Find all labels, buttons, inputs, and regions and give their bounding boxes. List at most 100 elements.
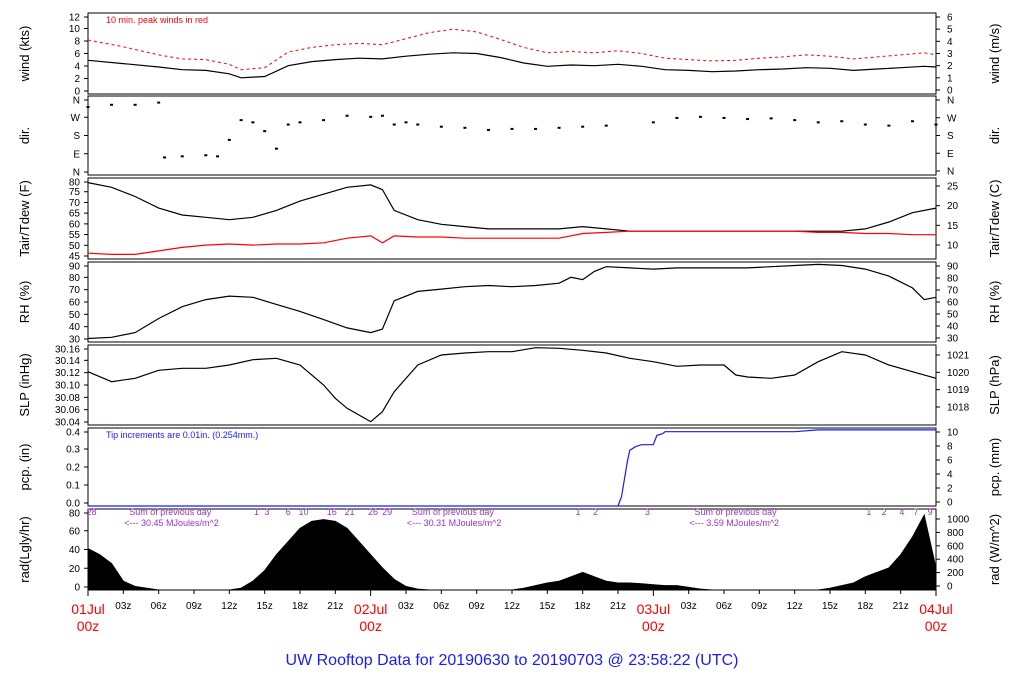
direction-point bbox=[216, 155, 220, 158]
left-tick-label: 30 bbox=[69, 335, 81, 346]
direction-point bbox=[793, 119, 797, 122]
left-tick-label: 80 bbox=[69, 273, 81, 284]
direction-point bbox=[380, 114, 384, 117]
direction-point bbox=[369, 115, 373, 118]
sunshine-hour-label: 10 bbox=[299, 507, 309, 517]
left-tick-label: 40 bbox=[69, 545, 81, 556]
direction-point bbox=[298, 121, 302, 124]
sunshine-hour-label: 16 bbox=[327, 507, 337, 517]
left-tick-label: 0.3 bbox=[66, 445, 80, 456]
series-line-peak bbox=[87, 28, 937, 71]
hour-tick-label: 21z bbox=[327, 601, 343, 612]
left-tick-label: 0.4 bbox=[66, 428, 80, 439]
right-axis-label: wind (m/s) bbox=[987, 24, 1002, 85]
radiation-area bbox=[87, 513, 937, 591]
left-tick-label: 8 bbox=[74, 37, 80, 48]
sunshine-hour-label: 28 bbox=[87, 507, 97, 517]
left-tick-label: 30.14 bbox=[55, 356, 80, 367]
day-date-label: 03Jul bbox=[637, 601, 670, 617]
right-tick-label: 4 bbox=[947, 470, 953, 481]
left-axis-label: RH (%) bbox=[17, 281, 32, 324]
direction-point bbox=[534, 127, 538, 130]
right-tick-label: 1018 bbox=[947, 403, 970, 414]
left-tick-label: 80 bbox=[69, 509, 81, 520]
left-axis-label: pcp. (in) bbox=[17, 444, 32, 491]
direction-point bbox=[863, 123, 867, 126]
left-tick-label: 12 bbox=[69, 13, 81, 24]
right-tick-label: N bbox=[947, 167, 954, 178]
series-line-wind bbox=[87, 52, 937, 79]
left-axis-label: dir. bbox=[17, 127, 32, 144]
time-axis: 03z 06z 09z 12z 15z 18z 21z 03z 06z 09z 12z 15z 18z 2… bbox=[71, 590, 953, 634]
daily-sum-label: Sum of previous day bbox=[412, 507, 495, 517]
direction-point bbox=[404, 121, 408, 124]
left-tick-label: 4 bbox=[74, 62, 80, 73]
left-tick-label: 90 bbox=[69, 262, 81, 273]
right-tick-label: 600 bbox=[947, 541, 964, 552]
right-tick-label: 1 bbox=[947, 73, 953, 84]
left-tick-label: 2 bbox=[74, 74, 80, 85]
right-axis-label: RH (%) bbox=[987, 281, 1002, 324]
direction-point bbox=[392, 123, 396, 126]
right-axis-label: Tair/Tdew (C) bbox=[987, 179, 1002, 257]
direction-point bbox=[510, 127, 514, 130]
series-line-precipitation bbox=[88, 429, 936, 507]
right-tick-label: 1020 bbox=[947, 368, 970, 379]
panel-frame bbox=[87, 177, 937, 260]
right-tick-label: 25 bbox=[947, 182, 959, 193]
hour-tick-label: 09z bbox=[186, 601, 202, 612]
left-tick-label: 60 bbox=[69, 219, 81, 230]
series-line-SLP bbox=[87, 347, 937, 423]
sunshine-hour-label: 3 bbox=[645, 507, 650, 517]
hour-tick-label: 12z bbox=[787, 601, 803, 612]
direction-point bbox=[816, 121, 820, 124]
hour-tick-label: 12z bbox=[221, 601, 237, 612]
sunshine-hour-label: 26 bbox=[368, 507, 378, 517]
left-tick-label: 50 bbox=[69, 241, 81, 252]
left-axis-label: wind (kts) bbox=[17, 26, 32, 83]
left-tick-label: 20 bbox=[69, 564, 81, 575]
left-tick-label: 0 bbox=[74, 87, 80, 98]
direction-point bbox=[910, 120, 914, 123]
hour-tick-label: 06z bbox=[716, 601, 732, 612]
direction-point bbox=[651, 121, 655, 124]
direction-point bbox=[675, 116, 679, 119]
right-tick-label: 10 bbox=[947, 241, 959, 252]
right-tick-label: E bbox=[947, 149, 954, 160]
sunshine-hour-label: 1 bbox=[575, 507, 580, 517]
right-tick-label: 70 bbox=[947, 286, 959, 297]
right-tick-label: 1000 bbox=[947, 515, 970, 526]
series-line-Tair bbox=[87, 182, 937, 232]
left-tick-label: 30.06 bbox=[55, 405, 80, 416]
direction-point bbox=[463, 126, 467, 129]
direction-point bbox=[416, 123, 420, 126]
hour-tick-label: 03z bbox=[115, 601, 131, 612]
direction-point bbox=[204, 154, 208, 157]
direction-point bbox=[345, 114, 349, 117]
direction-point bbox=[604, 124, 608, 127]
direction-point bbox=[439, 125, 443, 128]
left-tick-label: 55 bbox=[69, 230, 81, 241]
panel-annotation: 10 min. peak winds in red bbox=[106, 15, 208, 25]
direction-point bbox=[769, 117, 773, 120]
right-tick-label: 6 bbox=[947, 456, 953, 467]
right-tick-label: 8 bbox=[947, 442, 953, 453]
right-tick-label: W bbox=[947, 113, 957, 124]
right-tick-label: 2 bbox=[947, 61, 953, 72]
left-tick-label: 30.12 bbox=[55, 368, 80, 379]
right-tick-label: S bbox=[947, 131, 954, 142]
direction-point bbox=[840, 120, 844, 123]
hour-tick-label: 18z bbox=[575, 601, 591, 612]
day-time-label: 00z bbox=[642, 618, 665, 634]
direction-point bbox=[227, 138, 231, 141]
panel-frame bbox=[87, 95, 937, 176]
direction-point bbox=[251, 121, 255, 124]
right-tick-label: 2 bbox=[947, 484, 953, 495]
right-axis-label: pcp. (mm) bbox=[987, 438, 1002, 497]
daily-sum-value: <--- 30.31 MJoules/m^2 bbox=[407, 518, 502, 528]
hour-tick-label: 03z bbox=[398, 601, 414, 612]
